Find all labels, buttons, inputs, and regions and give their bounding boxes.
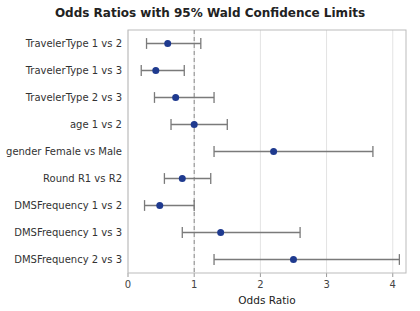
point [290, 256, 297, 263]
category-label: age 1 vs 2 [70, 119, 122, 130]
point [191, 121, 198, 128]
error-bar [214, 151, 373, 152]
error-cap [372, 146, 373, 157]
error-cap [184, 65, 185, 76]
category-label: DMSFrequency 1 vs 3 [14, 227, 122, 238]
error-bar [147, 43, 201, 44]
category-label: TravelerType 1 vs 3 [25, 65, 122, 76]
tick-mark [194, 273, 195, 277]
error-cap [194, 200, 195, 211]
category-label: DMSFrequency 2 vs 3 [14, 254, 122, 265]
error-bar [214, 259, 399, 260]
error-cap [213, 146, 214, 157]
category-label: Round R1 vs R2 [43, 173, 122, 184]
error-bar [182, 232, 300, 233]
tick-mark [326, 273, 327, 277]
error-cap [146, 38, 147, 49]
error-cap [154, 92, 155, 103]
error-bar [164, 178, 210, 179]
error-cap [213, 254, 214, 265]
error-cap [210, 173, 211, 184]
x-axis-label: Odds Ratio [238, 294, 295, 306]
error-cap [170, 119, 171, 130]
point [179, 175, 186, 182]
category-label: gender Female vs Male [6, 146, 122, 157]
error-cap [182, 227, 183, 238]
grid-line [392, 30, 393, 273]
error-bar [171, 124, 227, 125]
error-bar [141, 70, 184, 71]
error-bar [145, 205, 195, 206]
plot-frame [128, 30, 406, 273]
reference-line [194, 30, 195, 273]
title: Odds Ratios with 95% Wald Confidence Lim… [55, 6, 365, 20]
category-label: DMSFrequency 1 vs 2 [14, 200, 122, 211]
point [172, 94, 179, 101]
tick-label: 4 [390, 279, 396, 290]
tick-mark [260, 273, 261, 277]
tick-label: 1 [191, 279, 197, 290]
error-cap [144, 200, 145, 211]
error-cap [164, 173, 165, 184]
error-cap [299, 227, 300, 238]
category-label: TravelerType 1 vs 2 [25, 38, 122, 49]
grid-line [194, 30, 195, 273]
error-cap [141, 65, 142, 76]
tick-label: 3 [323, 279, 329, 290]
tick-mark [128, 273, 129, 277]
point [270, 148, 277, 155]
chart: Odds Ratios with 95% Wald Confidence Lim… [0, 0, 420, 311]
error-cap [200, 38, 201, 49]
point [164, 40, 171, 47]
point [217, 229, 224, 236]
tick-label: 2 [257, 279, 263, 290]
point [156, 202, 163, 209]
error-bar [154, 97, 214, 98]
point [152, 67, 159, 74]
error-cap [213, 92, 214, 103]
tick-label: 0 [125, 279, 131, 290]
marks [141, 30, 399, 273]
tick-mark [392, 273, 393, 277]
category-label: TravelerType 2 vs 3 [25, 92, 122, 103]
error-cap [399, 254, 400, 265]
error-cap [227, 119, 228, 130]
